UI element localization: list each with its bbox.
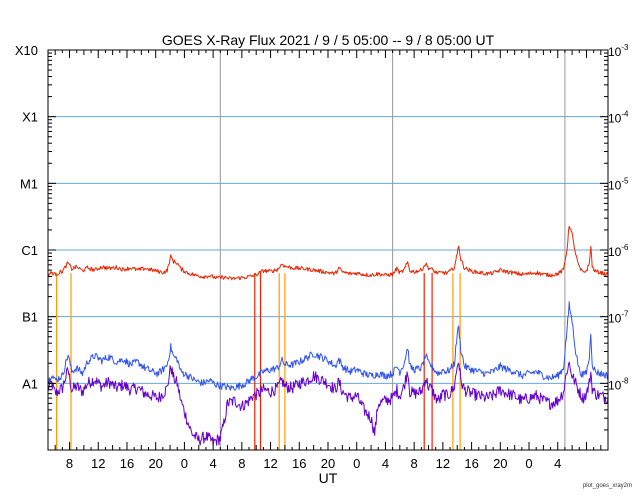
x-tick-label-15: 20 xyxy=(493,456,507,471)
left-label-c1: C1 xyxy=(21,243,38,258)
plot-credit: plot_goes_xray2m xyxy=(583,483,632,489)
x-tick-label-8: 16 xyxy=(292,456,306,471)
series-line-long xyxy=(47,225,609,281)
right-label-exponent: -6 xyxy=(621,243,629,252)
chart-title: GOES X-Ray Flux 2021 / 9 / 5 05:00 -- 9 … xyxy=(162,32,495,48)
right-axis-labels: 10-310-410-510-610-710-8 xyxy=(608,43,629,392)
x-tick-label-2: 16 xyxy=(120,456,134,471)
right-label-exponent: -4 xyxy=(621,110,629,119)
right-label-base: 10 xyxy=(608,378,622,392)
right-label-3: 10-6 xyxy=(608,243,629,259)
x-tick-label-9: 20 xyxy=(321,456,335,471)
x-tick-labels: 8 12 16 20 0 4 8 12 16 20 0 4 8 12 16 20 0 4 xyxy=(66,456,561,471)
right-label-exponent: -7 xyxy=(621,310,629,319)
left-label-x1: X1 xyxy=(22,110,38,125)
right-label-exponent: -8 xyxy=(621,376,629,385)
x-tick-label-14: 16 xyxy=(464,456,478,471)
x-tick-label-7: 12 xyxy=(263,456,277,471)
right-label-exponent: -5 xyxy=(621,176,629,185)
x-tick-label-12: 8 xyxy=(411,456,418,471)
x-tick-label-1: 12 xyxy=(91,456,105,471)
right-label-base: 10 xyxy=(608,112,622,126)
right-label-exponent: -3 xyxy=(621,43,629,52)
right-label-base: 10 xyxy=(608,45,622,59)
series-line-short xyxy=(48,301,609,391)
x-tick-label-6: 8 xyxy=(238,456,245,471)
right-label-5: 10-8 xyxy=(608,376,629,392)
x-tick-label-11: 4 xyxy=(382,456,389,471)
x-tick-label-16: 0 xyxy=(525,456,532,471)
x-tick-label-4: 0 xyxy=(181,456,188,471)
left-label-x10: X10 xyxy=(15,43,38,58)
x-tick-label-3: 20 xyxy=(148,456,162,471)
series-line-short-secondary xyxy=(47,361,609,446)
left-axis-labels: X10 X1 M1 C1 B1 A1 xyxy=(15,43,38,391)
right-label-4: 10-7 xyxy=(608,310,629,326)
x-tick-label-13: 12 xyxy=(436,456,450,471)
series-layer xyxy=(47,225,609,450)
ticks xyxy=(47,50,609,451)
right-label-2: 10-5 xyxy=(608,176,629,192)
right-label-1: 10-4 xyxy=(608,110,629,126)
x-axis-label: UT xyxy=(319,470,338,486)
left-label-b1: B1 xyxy=(22,310,38,325)
x-tick-label-0: 8 xyxy=(66,456,73,471)
grid xyxy=(48,50,608,450)
right-label-0: 10-3 xyxy=(608,43,629,59)
right-label-base: 10 xyxy=(608,178,622,192)
x-tick-label-17: 4 xyxy=(554,456,561,471)
x-tick-label-10: 0 xyxy=(353,456,360,471)
left-label-a1: A1 xyxy=(22,376,38,391)
left-label-m1: M1 xyxy=(20,176,38,191)
right-label-base: 10 xyxy=(608,312,622,326)
x-tick-label-5: 4 xyxy=(210,456,217,471)
right-label-base: 10 xyxy=(608,245,622,259)
